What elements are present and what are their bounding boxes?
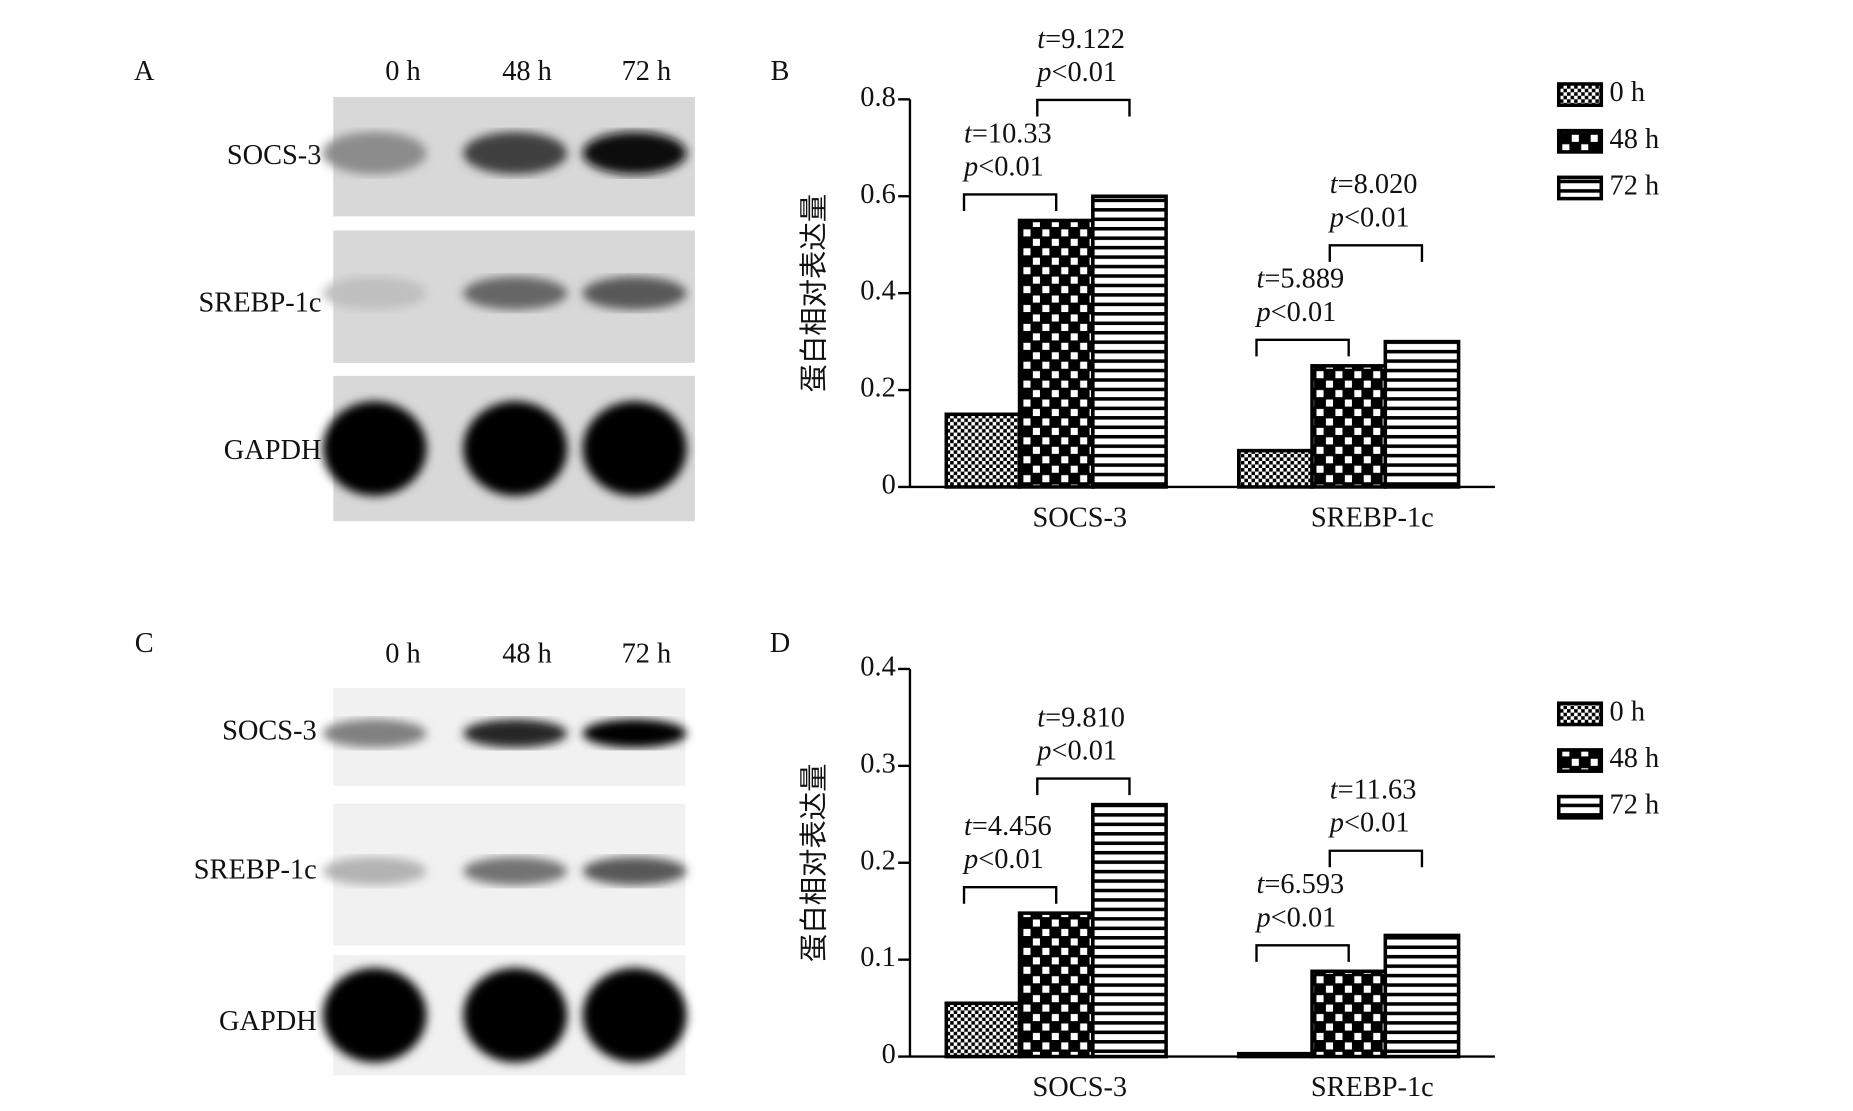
bar: [944, 1001, 1022, 1059]
row-label: SREBP-1c: [194, 855, 317, 886]
y-axis-label: 蛋白相对表达量: [797, 194, 830, 393]
y-tick-label: 0.2: [860, 845, 895, 876]
bar: [1383, 339, 1461, 489]
bar: [944, 412, 1022, 489]
blot-band: [463, 856, 568, 886]
blot-band: [582, 276, 687, 310]
blot-band: [582, 131, 687, 175]
blot-band: [582, 856, 687, 886]
bracket: [1036, 777, 1131, 796]
bar: [1383, 933, 1461, 1059]
y-tick-label: 0.2: [860, 373, 895, 404]
annotation-t: t=5.889: [1257, 263, 1345, 294]
y-tick-label: 0: [882, 469, 896, 500]
bracket: [1255, 338, 1350, 357]
annotation-t: t=9.810: [1037, 702, 1125, 733]
annotation-p: p<0.01: [1035, 56, 1117, 87]
annotation-p: p<0.01: [1035, 735, 1117, 766]
blot-band: [322, 131, 427, 175]
bracket: [1255, 944, 1350, 962]
legend-swatch: [1556, 128, 1604, 154]
row-label: SOCS-3: [222, 715, 317, 746]
row-label: GAPDH: [224, 435, 322, 466]
blot-band: [463, 131, 568, 175]
blot-band: [463, 401, 568, 496]
panel-label: B: [771, 56, 790, 87]
x-tick-label: SREBP-1c: [1311, 1072, 1434, 1103]
annotation-t: t=6.593: [1257, 869, 1345, 900]
annotation-p: p<0.01: [1255, 902, 1337, 933]
legend-label: 0 h: [1610, 77, 1645, 108]
panel-label: A: [134, 56, 155, 87]
x-tick-label: SREBP-1c: [1311, 503, 1434, 534]
bar: [1310, 364, 1388, 489]
x-tick-label: SOCS-3: [1033, 1072, 1128, 1103]
y-tick-label: 0: [882, 1039, 896, 1070]
legend-swatch: [1556, 748, 1604, 773]
y-tick-label: 0.1: [860, 942, 895, 973]
bracket: [962, 885, 1058, 904]
blot-band: [322, 856, 427, 886]
row-label: SREBP-1c: [199, 287, 322, 318]
bar: [1017, 911, 1095, 1059]
lane-label: 48 h: [502, 638, 552, 669]
blot-band: [582, 967, 687, 1063]
annotation-t: t=8.020: [1330, 169, 1418, 200]
lane-label: 48 h: [502, 56, 552, 87]
annotation-t: t=9.122: [1037, 23, 1125, 54]
annotation-t: t=4.456: [964, 811, 1052, 842]
bar: [1017, 218, 1095, 489]
legend-label: 48 h: [1610, 743, 1660, 774]
blot-band: [322, 276, 427, 310]
blot-band: [463, 719, 568, 748]
y-tick-label: 0.6: [860, 179, 895, 210]
legend-label: 48 h: [1610, 124, 1660, 155]
lane-label: 0 h: [385, 56, 420, 87]
annotation-p: p<0.01: [1328, 202, 1410, 233]
y-tick-label: 0.4: [860, 651, 895, 682]
blot-band: [463, 967, 568, 1063]
legend-label: 0 h: [1610, 696, 1645, 727]
x-tick-label: SOCS-3: [1033, 503, 1128, 534]
y-axis-label: 蛋白相对表达量: [797, 763, 830, 962]
annotation-t: t=11.63: [1330, 774, 1417, 805]
bracket: [1328, 849, 1424, 868]
lane-label: 72 h: [622, 638, 672, 669]
annotation-p: p<0.01: [962, 151, 1044, 182]
bracket: [1328, 244, 1424, 262]
legend-label: 72 h: [1610, 790, 1660, 821]
blot-band: [322, 719, 427, 748]
legend-swatch: [1556, 175, 1604, 201]
panel-label: C: [135, 628, 154, 659]
row-label: GAPDH: [219, 1006, 317, 1037]
legend-swatch: [1556, 794, 1604, 820]
panel-label: D: [770, 628, 790, 659]
blot-band: [582, 401, 687, 496]
bar: [1237, 1051, 1314, 1059]
bar: [1091, 802, 1168, 1059]
lane-label: 0 h: [385, 638, 420, 669]
bar: [1091, 194, 1168, 489]
annotation-p: p<0.01: [962, 844, 1044, 875]
blot-band: [463, 276, 568, 310]
bar: [1237, 448, 1314, 489]
blot-band: [322, 967, 427, 1063]
bracket: [962, 193, 1058, 212]
annotation-p: p<0.01: [1255, 296, 1337, 327]
bracket: [1036, 98, 1131, 117]
y-tick-label: 0.4: [860, 276, 895, 307]
annotation-p: p<0.01: [1328, 807, 1410, 838]
y-tick-label: 0.8: [860, 82, 895, 113]
legend-swatch: [1556, 701, 1604, 727]
blot-band: [582, 719, 687, 748]
y-tick-label: 0.3: [860, 748, 895, 779]
bar: [1310, 969, 1388, 1059]
blot-band: [322, 401, 427, 496]
legend-swatch: [1556, 82, 1604, 108]
legend-label: 72 h: [1610, 170, 1660, 201]
annotation-t: t=10.33: [964, 118, 1052, 149]
lane-label: 72 h: [622, 56, 672, 87]
row-label: SOCS-3: [227, 140, 322, 171]
